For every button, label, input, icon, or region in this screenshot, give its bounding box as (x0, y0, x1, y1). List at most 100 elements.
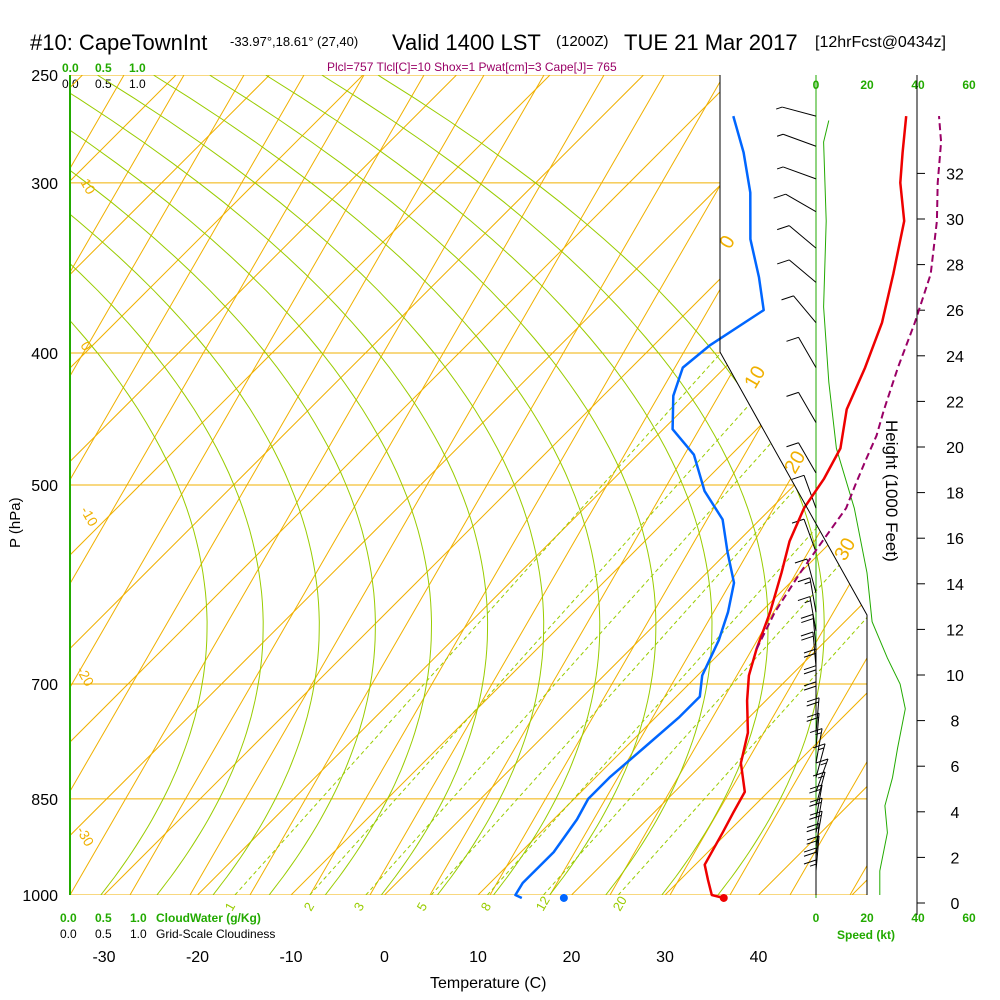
speed-tick-top-40: 40 (911, 78, 925, 92)
speed-tick-bottom-0: 0 (813, 911, 820, 925)
cloudwater-scale-0: 0.0 (60, 911, 77, 925)
wind-barb-flag (803, 685, 817, 691)
wind-barb-flag (777, 225, 790, 231)
wind-barb-flag (800, 631, 814, 637)
height-label: Height (1000 Feet) (882, 420, 901, 562)
series-temperature (703, 115, 908, 900)
forecast-label: [12hrFcst@0434z] (815, 34, 946, 51)
p-tick-850: 850 (31, 792, 58, 809)
wind-barb-flag (791, 474, 805, 480)
wind-barb-staff (815, 784, 823, 820)
speed-tick-top-20: 20 (860, 78, 874, 92)
wind-barb-flag (800, 613, 814, 619)
wind-barb-flag (803, 665, 817, 671)
wind-barb-28 (777, 225, 817, 249)
wind-barb-staff (815, 798, 823, 833)
moist-adiabat-4 (70, 75, 433, 895)
mixing-ratio-line-5 (543, 352, 867, 895)
wind-barb-25 (786, 336, 817, 368)
moist-adiabat-3 (70, 75, 376, 895)
wind-barb-staff (809, 577, 817, 613)
wind-barb-staff (812, 614, 817, 650)
wind-barb-flag (803, 847, 817, 853)
wind-barb-staff (809, 596, 817, 632)
wind-barb-29 (773, 193, 817, 213)
wind-barb-staff (803, 475, 817, 509)
wind-barb-flag (803, 669, 817, 675)
mixing-ratio-label-2: 3 (351, 900, 368, 914)
x-tick--30: -30 (92, 949, 115, 966)
moist-adiabat-5 (70, 75, 489, 895)
adiabat-label-right-0: 0 (715, 232, 740, 253)
wind-barb-flag (781, 295, 794, 301)
wind-barb-half-flag (776, 166, 784, 170)
isotherm--30 (86, 75, 867, 895)
top-green-scale: 0.0 0.5 1.0 (62, 61, 146, 75)
wind-barb-staff (798, 337, 817, 368)
cloudiness-scale-2: 1.0 (130, 927, 147, 941)
dry-adiabat--6 (70, 75, 711, 895)
adiabat-label-right-1: 10 (740, 362, 770, 392)
dry-adiabat--2 (70, 75, 867, 895)
dry-adiabat-8 (549, 75, 867, 895)
wind-barb-30 (776, 166, 817, 180)
dry-adiabat--1 (70, 75, 867, 895)
mixing-ratio-label-6: 20 (610, 893, 630, 913)
isotherm-10 (460, 75, 867, 895)
isotherm-60 (928, 0, 1000, 912)
wind-barb-12 (806, 697, 820, 733)
x-tick-10: 10 (469, 949, 487, 966)
wind-barb-staff (782, 106, 817, 117)
adiabat-label-left-3: -20 (73, 664, 97, 690)
p-tick-1000: 1000 (22, 888, 58, 905)
height-tick-6: 6 (951, 759, 960, 776)
wind-barb-half-flag (776, 133, 784, 137)
wind-barb-staff (815, 743, 826, 778)
series-dewpoint (514, 115, 765, 900)
dry-adiabat-0 (70, 75, 867, 895)
top-black-scale-2: 1.0 (129, 77, 146, 91)
moist-adiabat-6 (97, 75, 545, 895)
p-tick-300: 300 (31, 176, 58, 193)
wind-barb-staff (788, 225, 817, 249)
wind-barb-half-flag (809, 863, 817, 867)
isotherm--110 (70, 75, 309, 895)
p-tick-400: 400 (31, 346, 58, 363)
wind-barb-16 (800, 631, 817, 667)
height-tick-2: 2 (951, 850, 960, 867)
wind-barb-flag (803, 681, 817, 687)
wind-barb-flag (809, 801, 822, 807)
isotherm--120 (70, 75, 215, 895)
height-tick-24: 24 (946, 349, 964, 366)
dry-adiabat-1 (129, 75, 867, 895)
isotherm--60 (70, 75, 776, 895)
dry-adiabat-10 (669, 75, 867, 895)
mixing-ratio-label-1: 2 (301, 900, 318, 914)
x-tick-20: 20 (563, 949, 581, 966)
wind-barb-flag (773, 193, 786, 199)
top-black-scale-1: 0.5 (95, 77, 112, 91)
mixing-ratio-label-5: 12 (533, 893, 553, 913)
mixing-ratio-label-4: 8 (478, 900, 495, 914)
x-tick--20: -20 (186, 949, 209, 966)
dry-adiabat--3 (70, 75, 867, 895)
mixing-ratio-line-1 (309, 352, 796, 895)
speed-tick-bottom-60: 60 (962, 911, 976, 925)
wind-barb-staff (798, 442, 817, 474)
isotherm--20 (179, 75, 867, 895)
cloudiness-label: Grid-Scale Cloudiness (156, 927, 275, 941)
dry-adiabat-6 (429, 75, 867, 895)
x-tick--10: -10 (279, 949, 302, 966)
wind-barb-staff (782, 133, 817, 147)
wind-speed-profile (823, 120, 906, 895)
mixing-ratio-line-6 (617, 352, 867, 895)
speed-label: Speed (kt) (837, 928, 895, 942)
wind-barb-staff (815, 713, 820, 749)
isotherm--10 (273, 75, 867, 895)
adiabat-label-right-2: 20 (780, 447, 810, 477)
wind-barb-flag (815, 758, 829, 764)
wind-barb-flag (809, 788, 822, 794)
top-green-scale-0: 0.0 (62, 61, 79, 75)
wind-barb-24 (786, 391, 817, 423)
